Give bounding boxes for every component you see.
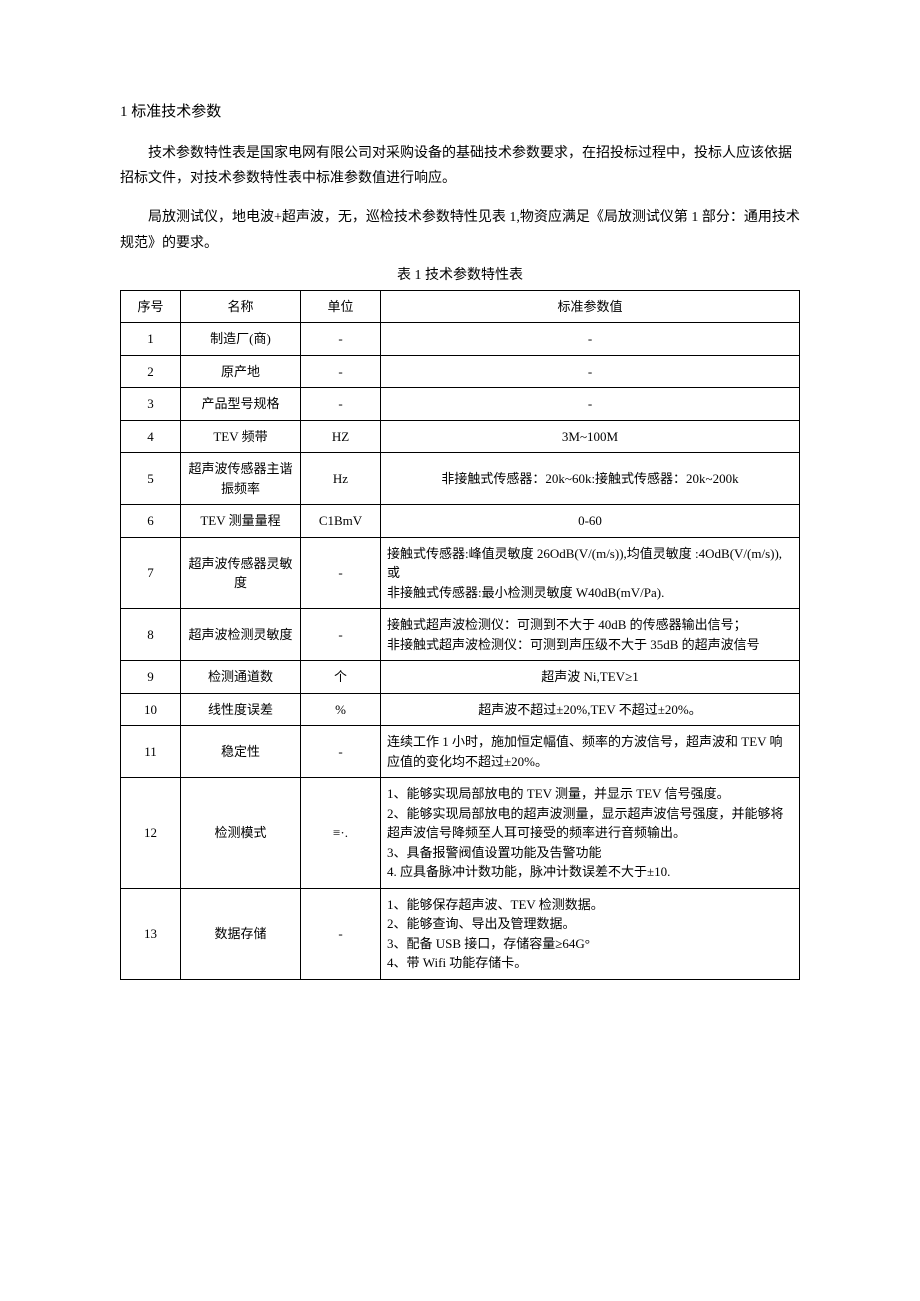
cell-name: 产品型号规格 (181, 388, 301, 421)
cell-unit: C1BmV (301, 505, 381, 538)
cell-value: 接触式传感器:峰值灵敏度 26OdB(V/(m/s)),均值灵敏度 :4OdB(… (381, 537, 800, 609)
cell-value: 0-60 (381, 505, 800, 538)
cell-unit: - (301, 888, 381, 979)
col-header-name: 名称 (181, 290, 301, 323)
cell-unit: - (301, 323, 381, 356)
cell-unit: 个 (301, 661, 381, 694)
table-row: 9检测通道数个超声波 Ni,TEV≥1 (121, 661, 800, 694)
cell-unit: - (301, 388, 381, 421)
cell-name: 超声波检测灵敏度 (181, 609, 301, 661)
cell-seq: 9 (121, 661, 181, 694)
table-row: 2原产地-- (121, 355, 800, 388)
cell-name: 制造厂(商) (181, 323, 301, 356)
cell-unit: Hz (301, 453, 381, 505)
cell-value: 超声波 Ni,TEV≥1 (381, 661, 800, 694)
intro-paragraph-2: 局放测试仪，地电波+超声波，无，巡检技术参数特性见表 1,物资应满足《局放测试仪… (120, 205, 800, 255)
cell-seq: 4 (121, 420, 181, 453)
cell-unit: - (301, 355, 381, 388)
cell-seq: 2 (121, 355, 181, 388)
cell-value: 3M~100M (381, 420, 800, 453)
cell-seq: 1 (121, 323, 181, 356)
cell-name: 超声波传感器主谐振频率 (181, 453, 301, 505)
cell-unit: HZ (301, 420, 381, 453)
table-row: 12检测模式≡·.1、能够实现局部放电的 TEV 测量，并显示 TEV 信号强度… (121, 778, 800, 889)
cell-seq: 7 (121, 537, 181, 609)
cell-seq: 3 (121, 388, 181, 421)
cell-seq: 13 (121, 888, 181, 979)
cell-value: 1、能够保存超声波、TEV 检测数据。 2、能够查询、导出及管理数据。 3、配备… (381, 888, 800, 979)
table-row: 5超声波传感器主谐振频率Hz非接触式传感器：20k~60k:接触式传感器：20k… (121, 453, 800, 505)
cell-name: 检测通道数 (181, 661, 301, 694)
cell-unit: ≡·. (301, 778, 381, 889)
cell-seq: 11 (121, 726, 181, 778)
table-row: 4TEV 频带HZ3M~100M (121, 420, 800, 453)
table-caption: 表 1 技术参数特性表 (120, 264, 800, 284)
table-row: 1制造厂(商)-- (121, 323, 800, 356)
cell-seq: 12 (121, 778, 181, 889)
cell-value: 超声波不超过±20%,TEV 不超过±20%。 (381, 693, 800, 726)
table-row: 8超声波检测灵敏度-接触式超声波检测仪：可测到不大于 40dB 的传感器输出信号… (121, 609, 800, 661)
cell-name: 超声波传感器灵敏度 (181, 537, 301, 609)
cell-value: 1、能够实现局部放电的 TEV 测量，并显示 TEV 信号强度。 2、能够实现局… (381, 778, 800, 889)
spec-table: 序号 名称 单位 标准参数值 1制造厂(商)--2原产地--3产品型号规格--4… (120, 290, 800, 980)
cell-value: - (381, 323, 800, 356)
cell-seq: 8 (121, 609, 181, 661)
cell-seq: 5 (121, 453, 181, 505)
table-row: 7超声波传感器灵敏度-接触式传感器:峰值灵敏度 26OdB(V/(m/s)),均… (121, 537, 800, 609)
cell-value: - (381, 388, 800, 421)
cell-value: 连续工作 1 小时，施加恒定幅值、频率的方波信号，超声波和 TEV 响应值的变化… (381, 726, 800, 778)
table-row: 6TEV 测量量程C1BmV0-60 (121, 505, 800, 538)
col-header-seq: 序号 (121, 290, 181, 323)
cell-unit: - (301, 726, 381, 778)
cell-name: 线性度误差 (181, 693, 301, 726)
cell-value: - (381, 355, 800, 388)
cell-unit: % (301, 693, 381, 726)
cell-unit: - (301, 609, 381, 661)
cell-name: 稳定性 (181, 726, 301, 778)
cell-unit: - (301, 537, 381, 609)
cell-name: TEV 频带 (181, 420, 301, 453)
cell-name: 数据存储 (181, 888, 301, 979)
cell-value: 接触式超声波检测仪：可测到不大于 40dB 的传感器输出信号； 非接触式超声波检… (381, 609, 800, 661)
table-header-row: 序号 名称 单位 标准参数值 (121, 290, 800, 323)
table-row: 13数据存储-1、能够保存超声波、TEV 检测数据。 2、能够查询、导出及管理数… (121, 888, 800, 979)
cell-name: TEV 测量量程 (181, 505, 301, 538)
cell-name: 原产地 (181, 355, 301, 388)
section-heading: 1 标准技术参数 (120, 100, 800, 121)
cell-value: 非接触式传感器：20k~60k:接触式传感器：20k~200k (381, 453, 800, 505)
table-row: 11稳定性-连续工作 1 小时，施加恒定幅值、频率的方波信号，超声波和 TEV … (121, 726, 800, 778)
cell-seq: 6 (121, 505, 181, 538)
cell-seq: 10 (121, 693, 181, 726)
col-header-unit: 单位 (301, 290, 381, 323)
intro-paragraph-1: 技术参数特性表是国家电网有限公司对采购设备的基础技术参数要求，在招投标过程中，投… (120, 141, 800, 191)
col-header-value: 标准参数值 (381, 290, 800, 323)
table-row: 10线性度误差%超声波不超过±20%,TEV 不超过±20%。 (121, 693, 800, 726)
table-row: 3产品型号规格-- (121, 388, 800, 421)
cell-name: 检测模式 (181, 778, 301, 889)
